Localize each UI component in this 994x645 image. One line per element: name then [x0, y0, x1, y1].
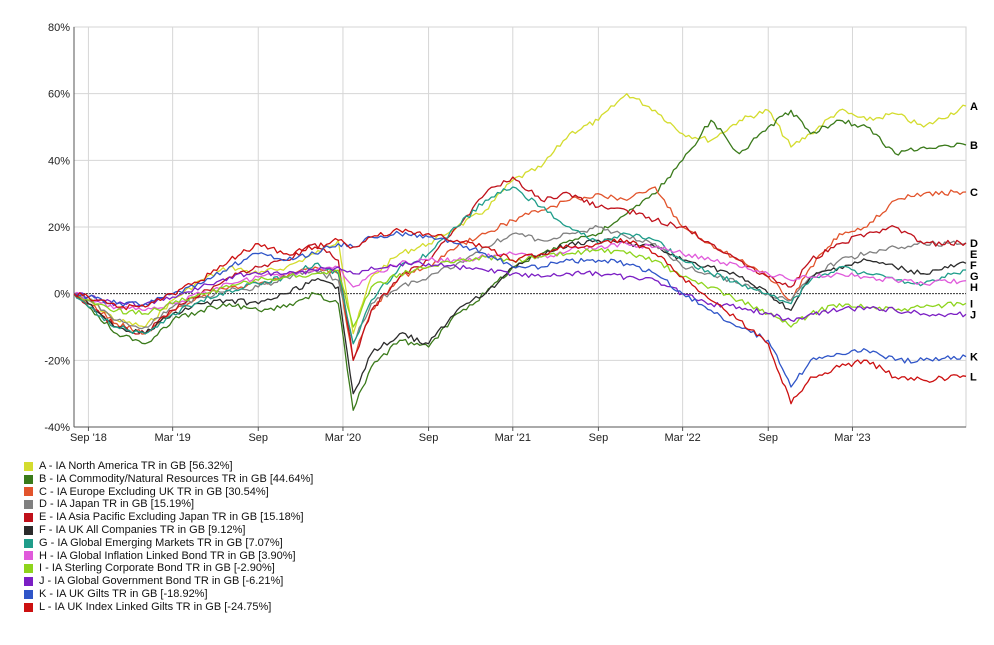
legend-swatch [24, 577, 33, 587]
legend-item: B - IA Commodity/Natural Resources TR in… [24, 473, 313, 486]
series-line-l [73, 227, 967, 405]
y-tick-label: -40% [44, 422, 70, 434]
x-tick-label: Sep [419, 432, 439, 444]
y-tick-label: 60% [48, 89, 70, 101]
legend-item: F - IA UK All Companies TR in GB [9.12%] [24, 524, 313, 537]
legend-swatch [24, 474, 33, 484]
x-tick-label: Sep [758, 432, 778, 444]
series-end-label: D [970, 238, 978, 250]
legend-item: C - IA Europe Excluding UK TR in GB [30.… [24, 486, 313, 499]
legend-item: E - IA Asia Pacific Excluding Japan TR i… [24, 511, 313, 524]
legend-label: J - IA Global Government Bond TR in GB [… [39, 575, 284, 588]
series-end-label: B [970, 140, 978, 152]
legend-swatch [24, 461, 33, 471]
x-tick-label: Sep '18 [70, 432, 107, 444]
series-end-label: E [970, 249, 977, 261]
legend-swatch [24, 551, 33, 561]
line-chart: 80% 60% 40% 20% 0% -20% -40%Sep '18 Mar '19 Sep M… [44, 22, 979, 444]
series-line-f [73, 238, 967, 395]
x-tick-label: Sep [248, 432, 268, 444]
series-end-label: I [970, 298, 973, 310]
series-end-label: L [970, 371, 977, 383]
series-end-label: C [970, 187, 978, 199]
grid-lines [73, 26, 967, 428]
legend: A - IA North America TR in GB [56.32%] B … [24, 460, 313, 614]
legend-label: C - IA Europe Excluding UK TR in GB [30.… [39, 485, 269, 498]
x-tick-label: Sep [589, 432, 609, 444]
legend-label: I - IA Sterling Corporate Bond TR in GB … [39, 562, 275, 575]
legend-label: K - IA UK Gilts TR in GB [-18.92%] [39, 587, 208, 600]
series-end-label: G [970, 271, 979, 283]
series-line-i [73, 247, 967, 328]
x-tick-label: Mar '23 [834, 432, 870, 444]
series-end-label: H [970, 282, 978, 294]
series-end-label: J [970, 309, 976, 321]
legend-label: F - IA UK All Companies TR in GB [9.12%] [39, 523, 246, 536]
legend-item: A - IA North America TR in GB [56.32%] [24, 460, 313, 473]
y-tick-label: 0% [54, 289, 70, 301]
series-end-label: A [970, 101, 978, 113]
legend-label: B - IA Commodity/Natural Resources TR in… [39, 472, 314, 485]
legend-item: H - IA Global Inflation Linked Bond TR i… [24, 550, 313, 563]
legend-label: D - IA Japan TR in GB [15.19%] [39, 498, 195, 511]
x-tick-label: Mar '19 [154, 432, 190, 444]
x-tick-label: Mar '20 [325, 432, 361, 444]
y-tick-label: 20% [48, 222, 70, 234]
y-tick-label: 40% [48, 155, 70, 167]
legend-swatch [24, 500, 33, 510]
x-tick-label: Mar '21 [495, 432, 531, 444]
legend-label: E - IA Asia Pacific Excluding Japan TR i… [39, 511, 304, 524]
legend-item: J - IA Global Government Bond TR in GB [… [24, 575, 313, 588]
legend-item: I - IA Sterling Corporate Bond TR in GB … [24, 562, 313, 575]
legend-label: L - IA UK Index Linked Gilts TR in GB [-… [39, 600, 272, 613]
legend-swatch [24, 564, 33, 574]
series-end-label: K [970, 352, 978, 364]
series-lines [73, 93, 967, 411]
legend-swatch [24, 525, 33, 535]
series-line-k [73, 230, 967, 388]
series-line-c [73, 186, 967, 361]
series-end-label: F [970, 260, 977, 272]
legend-label: H - IA Global Inflation Linked Bond TR i… [39, 549, 296, 562]
legend-swatch [24, 487, 33, 497]
axes: 80% 60% 40% 20% 0% -20% -40%Sep '18 Mar '19 Sep M… [44, 22, 966, 444]
legend-swatch [24, 589, 33, 599]
legend-item: G - IA Global Emerging Markets TR in GB … [24, 537, 313, 550]
y-tick-label: 80% [48, 22, 70, 34]
legend-label: G - IA Global Emerging Markets TR in GB … [39, 536, 283, 549]
legend-label: A - IA North America TR in GB [56.32%] [39, 460, 233, 472]
legend-swatch [24, 602, 33, 612]
legend-swatch [24, 538, 33, 548]
legend-swatch [24, 513, 33, 523]
legend-item: K - IA UK Gilts TR in GB [-18.92%] [24, 588, 313, 601]
series-line-a [73, 93, 967, 335]
y-tick-label: -20% [44, 355, 70, 367]
legend-item: D - IA Japan TR in GB [15.19%] [24, 498, 313, 511]
series-line-h [73, 241, 967, 311]
legend-item: L - IA UK Index Linked Gilts TR in GB [-… [24, 601, 313, 614]
x-tick-label: Mar '22 [664, 432, 700, 444]
series-line-j [73, 260, 967, 323]
